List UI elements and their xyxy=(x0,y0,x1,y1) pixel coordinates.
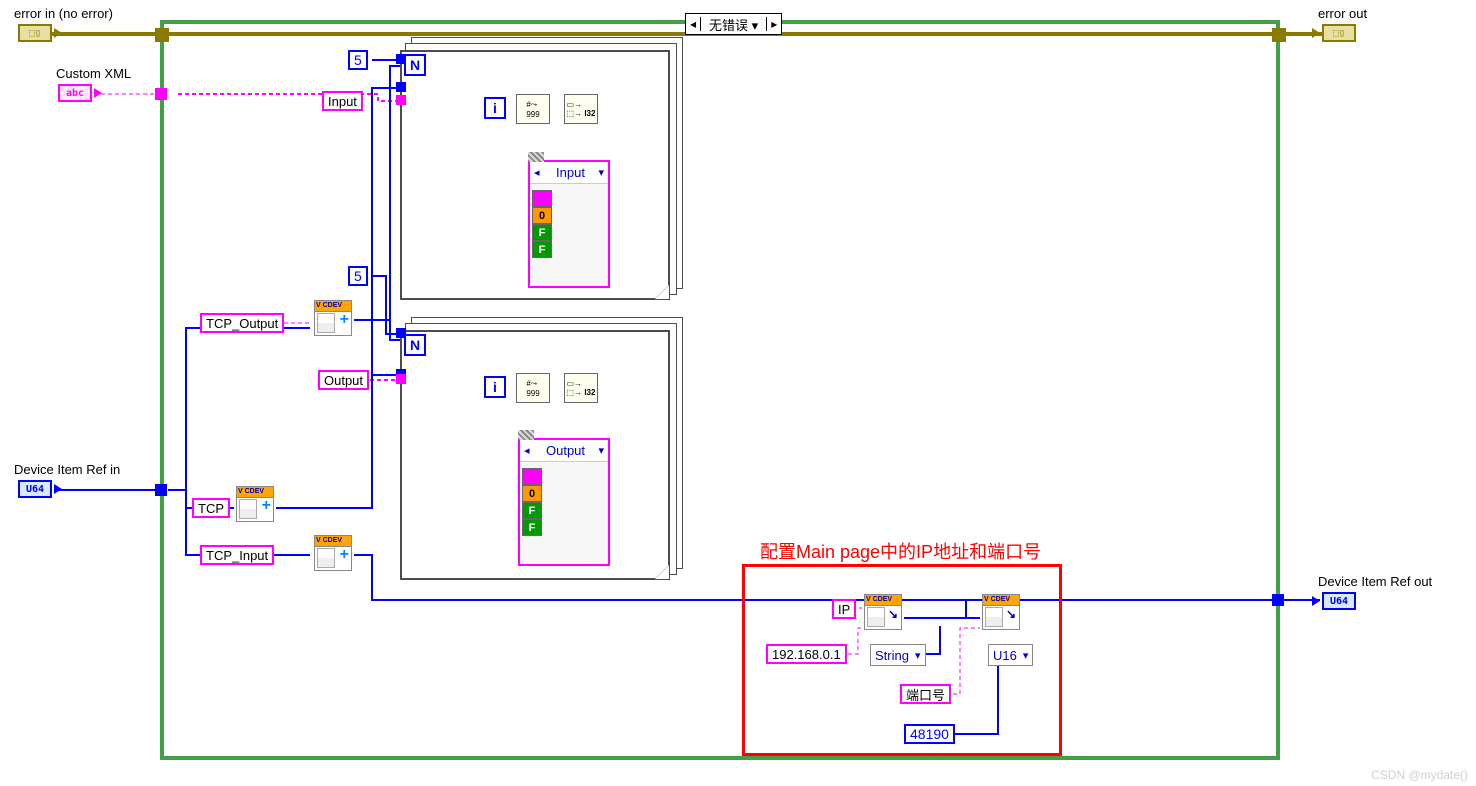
terminal-label: Custom XML xyxy=(56,66,131,81)
tunnel xyxy=(396,95,406,105)
cluster-input[interactable]: Input▾0FF xyxy=(528,160,610,288)
chevron-right-icon[interactable]: ▸ xyxy=(766,17,781,31)
terminal-label: error in (no error) xyxy=(14,6,113,21)
port-label[interactable]: 端口号 xyxy=(900,684,951,704)
n-terminal: N xyxy=(404,334,426,356)
watermark: CSDN @mydate() xyxy=(1371,768,1468,782)
chevron-left-icon[interactable]: ◂ xyxy=(686,17,701,31)
tunnel xyxy=(396,374,406,384)
type-label: U16 xyxy=(993,648,1017,663)
terminal-dev-out[interactable]: U64 xyxy=(1322,592,1356,610)
ip-value[interactable]: 192.168.0.1 xyxy=(766,644,847,664)
tunnel xyxy=(1272,594,1284,606)
tunnel xyxy=(1272,28,1286,42)
cluster-output[interactable]: Output▾0FF xyxy=(518,438,610,566)
terminal-error-in[interactable]: ⬚▯ xyxy=(18,24,52,42)
case-selector[interactable]: ◂ 无错误 ▾ ▸ xyxy=(685,13,782,35)
string-constant-tcp-input[interactable]: TCP_Input xyxy=(200,545,274,565)
cluster-element[interactable]: F xyxy=(532,224,552,241)
i-terminal: i xyxy=(484,97,506,119)
annotation-title: 配置Main page中的IP地址和端口号 xyxy=(760,538,1041,564)
cluster-element[interactable]: F xyxy=(522,519,542,536)
type-string-select[interactable]: String ▾ xyxy=(870,644,926,666)
tunnel xyxy=(155,28,169,42)
type-label: String xyxy=(875,648,909,663)
port-value[interactable]: 48190 xyxy=(904,724,955,744)
type-u16-select[interactable]: U16 ▾ xyxy=(988,644,1033,666)
tunnel xyxy=(396,82,406,92)
cluster-element[interactable]: F xyxy=(522,502,542,519)
string-constant-input[interactable]: Input xyxy=(322,91,363,111)
cluster-element[interactable] xyxy=(532,190,552,207)
terminal-label: Device Item Ref in xyxy=(14,462,120,477)
n-constant[interactable]: 5 xyxy=(348,50,368,70)
i-terminal: i xyxy=(484,376,506,398)
function-node[interactable]: #⤳999 xyxy=(516,373,550,403)
tunnel xyxy=(155,88,167,100)
n-constant[interactable]: 5 xyxy=(348,266,368,286)
subvi-v1[interactable] xyxy=(314,300,352,336)
chevron-down-icon: ▾ xyxy=(1023,649,1029,662)
function-node[interactable]: ▭→⬚→ I32 xyxy=(564,94,598,124)
terminal-error-out[interactable]: ⬚▯ xyxy=(1322,24,1356,42)
subvi-v3[interactable] xyxy=(314,535,352,571)
case-structure xyxy=(160,20,1280,760)
function-node[interactable]: #⤳999 xyxy=(516,94,550,124)
tunnel xyxy=(155,484,167,496)
ip-label[interactable]: IP xyxy=(832,599,856,619)
function-node[interactable]: ▭→⬚→ I32 xyxy=(564,373,598,403)
chevron-down-icon: ▾ xyxy=(915,649,921,662)
subvi-v2[interactable] xyxy=(236,486,274,522)
cluster-element[interactable]: F xyxy=(532,241,552,258)
string-constant-tcp-output[interactable]: TCP_Output xyxy=(200,313,284,333)
cluster-element[interactable]: 0 xyxy=(522,485,542,502)
n-terminal: N xyxy=(404,54,426,76)
tunnel xyxy=(396,328,406,338)
cluster-element[interactable]: 0 xyxy=(532,207,552,224)
string-constant-output[interactable]: Output xyxy=(318,370,369,390)
tunnel xyxy=(396,54,406,64)
string-constant-tcp[interactable]: TCP xyxy=(192,498,230,518)
terminal-label: error out xyxy=(1318,6,1367,21)
terminal-custom-xml[interactable]: abc xyxy=(58,84,92,102)
case-selector-label: 无错误 ▾ xyxy=(701,15,766,34)
terminal-label: Device Item Ref out xyxy=(1318,574,1432,589)
terminal-dev-in[interactable]: U64 xyxy=(18,480,52,498)
cluster-element[interactable] xyxy=(522,468,542,485)
